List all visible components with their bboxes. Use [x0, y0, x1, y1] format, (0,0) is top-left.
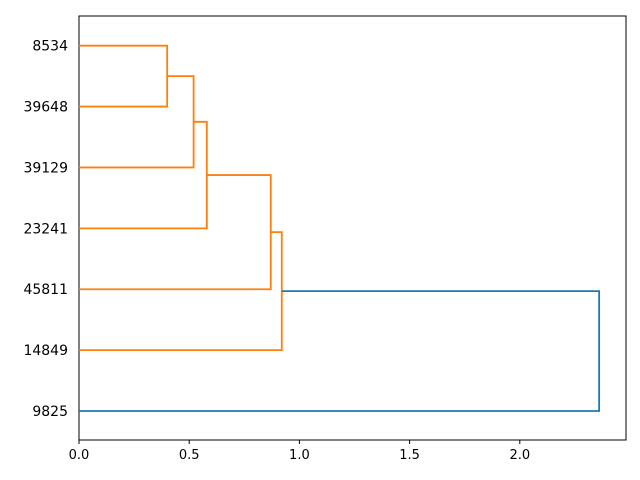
leaf-label-23241: 23241	[23, 221, 68, 237]
leaf-label-14849: 14849	[23, 343, 68, 359]
x-tick-label: 2.0	[509, 448, 530, 463]
x-tick-label: 1.5	[399, 448, 420, 463]
leaf-label-39648: 39648	[23, 100, 68, 116]
x-tick-label: 1.0	[289, 448, 310, 463]
dendrogram-link	[79, 231, 283, 351]
dendrogram-link	[79, 174, 272, 291]
leaf-label-9825: 9825	[32, 404, 68, 420]
leaf-label-45811: 45811	[23, 282, 68, 298]
x-tick-label: 0.5	[179, 448, 200, 463]
dendrogram-link	[79, 44, 169, 108]
dendrogram-link	[79, 120, 208, 230]
dendrogram-link	[79, 75, 195, 169]
x-tick-label: 0.0	[69, 448, 90, 463]
leaf-label-39129: 39129	[23, 160, 68, 176]
dendrogram-link	[79, 290, 601, 412]
leaf-label-8534: 8534	[32, 39, 68, 55]
